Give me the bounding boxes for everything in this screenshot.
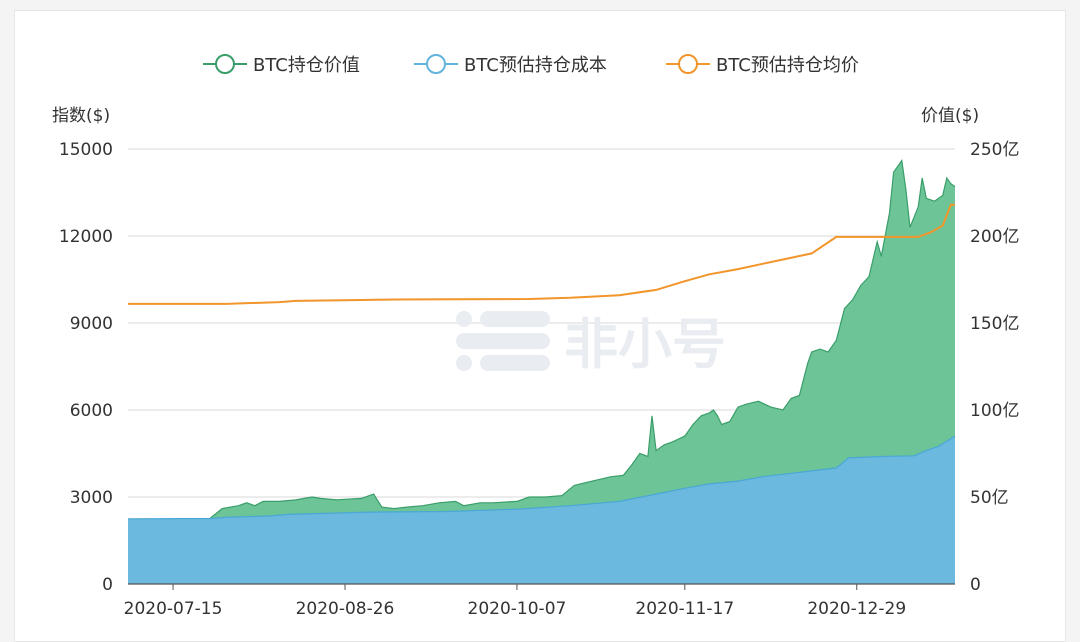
- legend-marker-orange-icon: [666, 54, 710, 74]
- x-tick-label: 2020-11-17: [635, 599, 734, 619]
- area-series: [127, 159, 956, 584]
- legend-item-holding-cost[interactable]: BTC预估持仓成本: [414, 50, 607, 78]
- watermark-logo: 非小号: [456, 311, 726, 376]
- legend-item-avg-price[interactable]: BTC预估持仓均价: [666, 50, 859, 78]
- x-tick-label: 2020-12-29: [807, 599, 906, 619]
- right-tick-label: 150亿: [970, 314, 1019, 334]
- x-tick-label: 2020-07-15: [124, 599, 223, 619]
- x-tick-label: 2020-08-26: [296, 599, 395, 619]
- x-tick-label: 2020-10-07: [468, 599, 567, 619]
- holding-value-area: [128, 160, 955, 584]
- watermark-logo-icon: [456, 311, 550, 371]
- watermark-text: 非小号: [564, 313, 726, 376]
- legend-marker-green-icon: [203, 54, 247, 74]
- holding-value-line: [127, 159, 956, 524]
- line-series: [128, 203, 955, 305]
- left-tick-label: 12000: [59, 227, 113, 247]
- right-tick-label: 250亿: [970, 140, 1019, 160]
- left-tick-label: 9000: [70, 314, 113, 334]
- right-tick-label: 200亿: [970, 227, 1019, 247]
- holding-cost-area: [128, 436, 955, 584]
- legend-label: BTC预估持仓均价: [716, 55, 859, 76]
- right-tick-label: 100亿: [970, 401, 1019, 421]
- right-tick-label: 50亿: [970, 488, 1009, 508]
- left-tick-label: 6000: [70, 401, 113, 421]
- legend-marker-blue-icon: [414, 54, 458, 74]
- left-axis-title: 指数($): [52, 106, 111, 126]
- right-tick-label: 0: [970, 575, 981, 595]
- legend-label: BTC持仓价值: [253, 55, 360, 76]
- avg-price-line: [128, 203, 955, 305]
- chart-legend: BTC持仓价值 BTC预估持仓成本 BTC预估持仓均价: [0, 50, 1080, 78]
- left-tick-label: 0: [102, 575, 113, 595]
- left-tick-label: 3000: [70, 488, 113, 508]
- legend-label: BTC预估持仓成本: [464, 55, 607, 76]
- holding-cost-line: [127, 435, 956, 520]
- axes: 0 0 3000 50亿 6000 100亿 9000 150亿 12000 200亿 15000 2…: [59, 140, 1020, 619]
- legend-item-holding-value[interactable]: BTC持仓价值: [203, 50, 360, 78]
- left-tick-label: 15000: [59, 140, 113, 160]
- right-axis-title: 价值($): [921, 106, 980, 126]
